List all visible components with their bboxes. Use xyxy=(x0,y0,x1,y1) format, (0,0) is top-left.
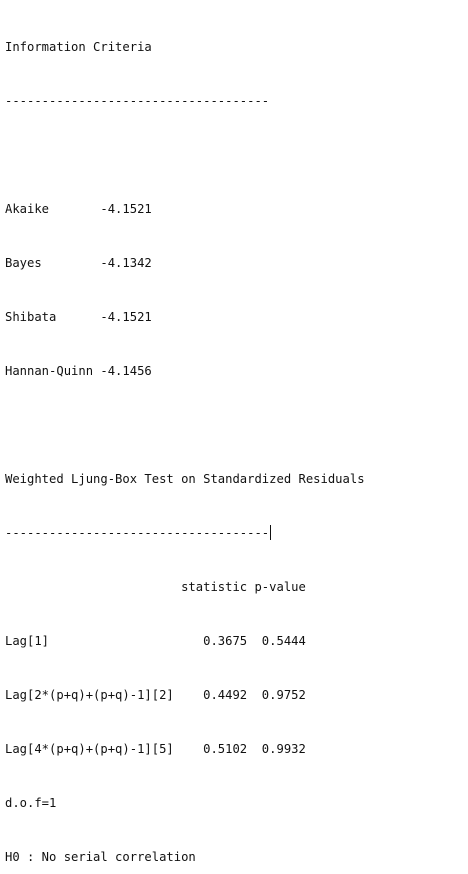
dof-line: d.o.f=1 xyxy=(5,796,57,810)
table-header-row: statistic p-value xyxy=(5,580,306,594)
table-row: Lag[2*(p+q)+(p+q)-1][2] 0.4492 0.9752 xyxy=(5,688,306,702)
table-row: Lag[4*(p+q)+(p+q)-1][5] 0.5102 0.9932 xyxy=(5,742,306,756)
ic-row-akaike: Akaike -4.1521 xyxy=(5,202,152,216)
blank-line xyxy=(5,416,465,434)
blank-line xyxy=(5,146,465,164)
table-row: Lag[1] 0.3675 0.5444 xyxy=(5,634,306,648)
hypothesis-line: H0 : No serial correlation xyxy=(5,850,196,864)
section-title-information-criteria: Information Criteria xyxy=(5,40,152,54)
ic-row-hannan-quinn: Hannan-Quinn -4.1456 xyxy=(5,364,152,378)
divider-text: ------------------------------------ xyxy=(5,526,270,540)
ic-row-shibata: Shibata -4.1521 xyxy=(5,310,152,324)
divider-line-with-cursor: ------------------------------------ xyxy=(5,524,465,542)
console-output[interactable]: Information Criteria -------------------… xyxy=(5,2,465,874)
divider-line: ------------------------------------ xyxy=(5,94,270,108)
ic-row-bayes: Bayes -4.1342 xyxy=(5,256,152,270)
section-title-ljung-box-residuals: Weighted Ljung-Box Test on Standardized … xyxy=(5,472,365,486)
text-cursor xyxy=(270,525,272,540)
